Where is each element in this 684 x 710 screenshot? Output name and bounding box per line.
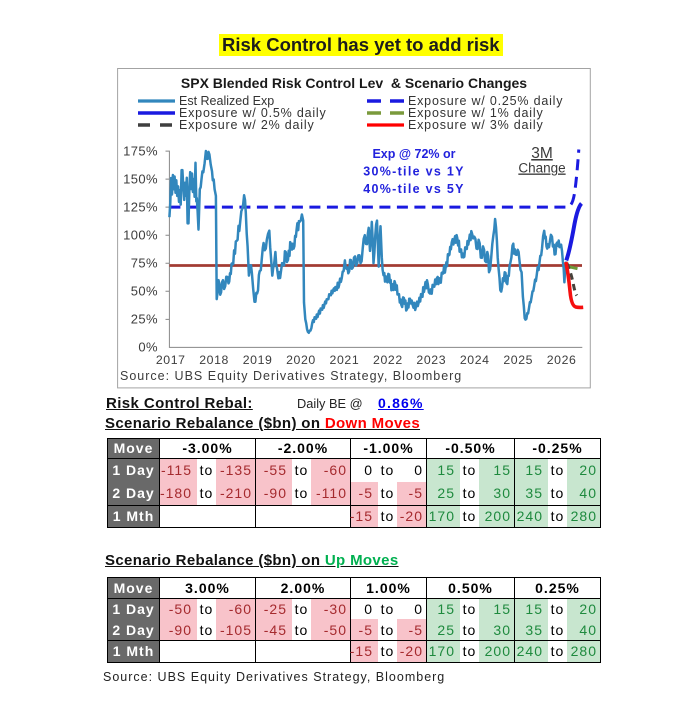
svg-text:Exposure w/ 2% daily: Exposure w/ 2% daily	[179, 118, 315, 132]
svg-text:Exposure w/ 3% daily: Exposure w/ 3% daily	[408, 118, 544, 132]
svg-text:2021: 2021	[330, 353, 360, 367]
svg-text:175%: 175%	[123, 143, 158, 158]
svg-text:3M: 3M	[531, 145, 553, 162]
svg-text:SPX Blended Risk Control Lev: SPX Blended Risk Control Lev & Scenario …	[181, 75, 527, 91]
svg-text:Exp @ 72% or: Exp @ 72% or	[372, 147, 455, 161]
svg-text:50%: 50%	[131, 284, 158, 299]
svg-text:25%: 25%	[131, 312, 158, 327]
svg-text:Source: UBS Equity Derivatives: Source: UBS Equity Derivatives Strategy,…	[120, 369, 462, 383]
svg-text:Exposure w/ 1% daily: Exposure w/ 1% daily	[408, 106, 544, 120]
svg-text:2017: 2017	[156, 353, 186, 367]
svg-text:2020: 2020	[286, 353, 316, 367]
svg-text:Change: Change	[518, 161, 565, 176]
svg-text:125%: 125%	[123, 199, 158, 214]
svg-text:0%: 0%	[138, 340, 158, 355]
svg-text:2023: 2023	[416, 353, 446, 367]
svg-text:Est Realized Exp: Est Realized Exp	[179, 94, 274, 108]
svg-text:40%-tile vs 5Y: 40%-tile vs 5Y	[363, 182, 465, 196]
svg-text:30%-tile vs 1Y: 30%-tile vs 1Y	[363, 165, 465, 179]
svg-text:100%: 100%	[123, 227, 158, 242]
svg-text:2022: 2022	[373, 353, 403, 367]
svg-text:2018: 2018	[199, 353, 229, 367]
svg-text:2025: 2025	[503, 353, 533, 367]
svg-text:2026: 2026	[547, 353, 577, 367]
svg-text:Exposure w/ 0.5% daily: Exposure w/ 0.5% daily	[179, 106, 327, 120]
svg-text:150%: 150%	[123, 171, 158, 186]
svg-text:75%: 75%	[131, 256, 158, 271]
svg-text:2019: 2019	[243, 353, 273, 367]
svg-text:Exposure w/ 0.25% daily: Exposure w/ 0.25% daily	[408, 94, 563, 108]
svg-text:2024: 2024	[460, 353, 490, 367]
